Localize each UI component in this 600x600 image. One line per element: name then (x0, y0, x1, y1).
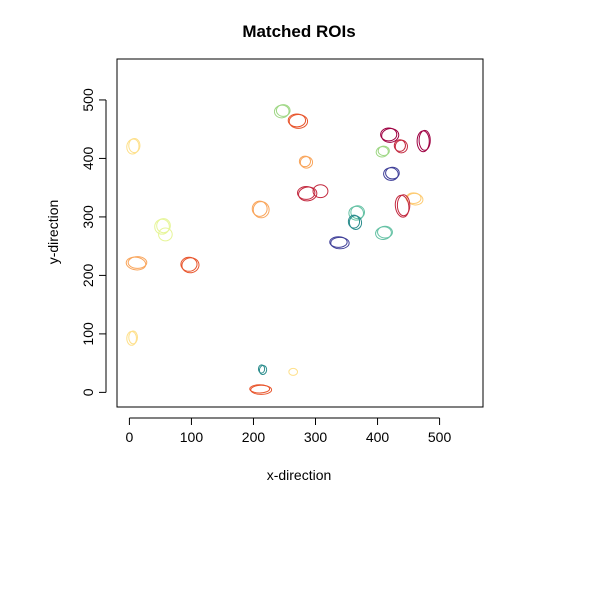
x-tick-label: 500 (428, 429, 452, 445)
roi-contour (299, 156, 314, 169)
roi-contour (298, 186, 318, 202)
roi-outline (348, 205, 366, 221)
roi-contour (329, 236, 348, 248)
roi-contour (287, 113, 307, 128)
roi-contour (312, 184, 329, 199)
roi-contour (350, 205, 366, 220)
roi-outlines (125, 104, 431, 395)
roi-contour (180, 256, 198, 272)
roi-contour (406, 192, 424, 206)
chart-title: Matched ROIs (242, 22, 355, 41)
roi-outline (125, 256, 148, 271)
roi-outline (158, 227, 173, 242)
roi-contour (375, 226, 392, 240)
x-axis-label: x-direction (267, 467, 332, 483)
roi-outline (180, 256, 200, 274)
roi-contour (375, 146, 389, 158)
roi-contour (416, 130, 430, 153)
roi-outline (375, 225, 393, 240)
roi-contour (288, 114, 309, 129)
roi-contour (383, 167, 399, 181)
roi-contour (377, 225, 393, 239)
roi-contour (394, 139, 408, 154)
roi-outline (347, 214, 363, 230)
y-tick-label: 400 (80, 147, 96, 171)
x-tick-label: 400 (366, 429, 390, 445)
roi-contour (297, 186, 316, 200)
roi-outline (249, 384, 273, 395)
roi-outline (154, 218, 171, 235)
roi-outline (375, 145, 390, 158)
roi-contour (249, 384, 271, 394)
roi-contour (298, 155, 312, 168)
roi-contour (396, 194, 411, 217)
roi-outline (393, 139, 408, 154)
roi-contour (418, 129, 431, 151)
y-axis-label: y-direction (45, 200, 61, 265)
roi-contour (154, 218, 170, 235)
roi-outline (297, 186, 318, 202)
roi-contour (381, 128, 400, 143)
roi-contour (258, 364, 268, 376)
roi-outline (380, 127, 400, 143)
roi-outline (394, 194, 411, 218)
roi-contour (250, 384, 273, 395)
roi-contour (181, 257, 200, 274)
x-tick-label: 0 (126, 429, 134, 445)
roi-outline (288, 367, 299, 376)
x-tick-label: 200 (242, 429, 266, 445)
roi-contour (275, 104, 291, 117)
y-tick-label: 500 (80, 88, 96, 112)
x-tick-label: 300 (304, 429, 328, 445)
roi-contour (377, 145, 390, 157)
roi-outline (287, 113, 309, 129)
roi-contour (380, 127, 398, 142)
roi-contour (125, 256, 147, 271)
roi-outline (126, 330, 138, 346)
roi-contour (128, 330, 138, 345)
roi-contour (394, 194, 410, 218)
roi-contour (385, 166, 400, 180)
roi-outline (273, 104, 291, 119)
x-axis: 0 100 200 300 400 500 (126, 417, 452, 445)
roi-outline (312, 184, 329, 199)
roi-outline (298, 155, 314, 169)
y-axis: 0 100 200 300 400 500 (80, 88, 107, 396)
plot-frame (116, 58, 484, 408)
y-tick-label: 100 (80, 322, 96, 346)
roi-outline (383, 166, 400, 181)
x-tick-label: 100 (180, 429, 204, 445)
roi-contour (126, 330, 137, 346)
roi-outline (257, 364, 268, 376)
roi-contour (127, 256, 148, 269)
roi-outline (416, 129, 431, 153)
y-tick-label: 300 (80, 205, 96, 229)
roi-outline (329, 236, 350, 250)
roi-contour (348, 205, 365, 221)
roi-outline (251, 200, 270, 219)
roi-contour (393, 139, 406, 152)
roi-outline (126, 138, 141, 155)
roi-contour (257, 364, 266, 374)
roi-contour (251, 200, 268, 217)
y-tick-label: 200 (80, 264, 96, 288)
y-tick-label: 0 (80, 388, 96, 396)
roi-contour (273, 104, 290, 119)
roi-contour (330, 236, 350, 250)
roi-contour (156, 218, 171, 234)
roi-contour (158, 227, 173, 242)
roi-contour (288, 367, 299, 376)
roi-contour (126, 138, 140, 155)
roi-contour (128, 138, 141, 154)
roi-contour (252, 201, 270, 219)
roi-contour (348, 215, 363, 230)
roi-contour (347, 214, 361, 229)
